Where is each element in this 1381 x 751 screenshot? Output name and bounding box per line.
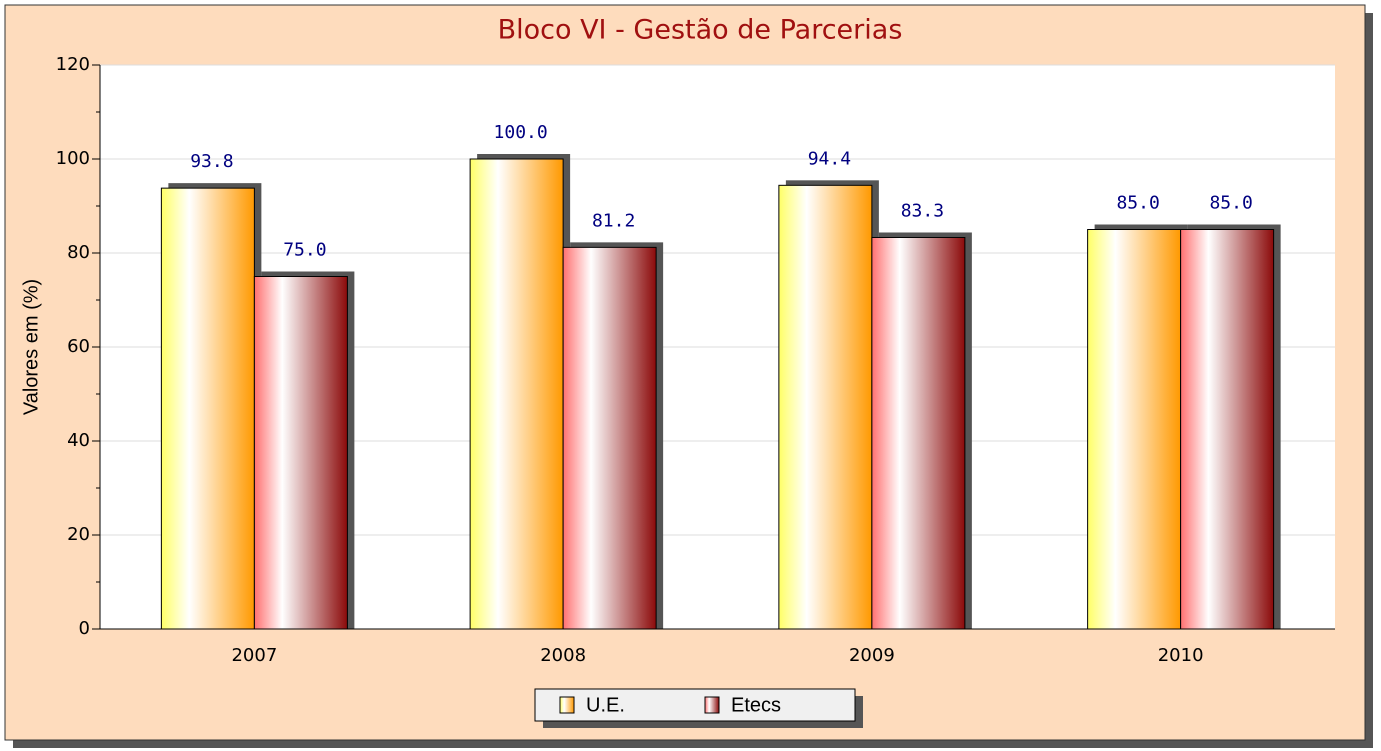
bar [778,184,873,630]
x-tick-label: 2009 [849,645,895,666]
bar [160,187,255,630]
value-label: 81.2 [592,210,635,231]
legend [534,688,856,722]
bar [1087,229,1182,630]
x-tick-label: 2010 [1158,645,1204,666]
value-label: 75.0 [283,240,326,261]
x-tick-label: 2008 [540,645,586,666]
bar [1180,229,1275,630]
value-label: 83.3 [901,200,944,221]
value-label: 85.0 [1209,193,1252,214]
chart-title: Bloco VI - Gestão de Parcerias [498,15,903,46]
value-label: 93.8 [190,151,233,172]
legend-label: U.E. [586,694,625,716]
value-label: 100.0 [494,122,548,143]
value-label: 85.0 [1116,193,1159,214]
y-tick-label: 0 [79,618,90,639]
y-tick-label: 80 [67,242,90,263]
y-tick-label: 60 [67,336,90,357]
value-label: 94.4 [808,148,851,169]
legend-swatch [559,696,575,714]
x-tick-label: 2007 [231,645,277,666]
bar [253,276,348,630]
legend-label: Etecs [731,694,781,716]
y-tick-label: 100 [56,148,90,169]
y-tick-label: 20 [67,524,90,545]
bar [562,246,657,630]
bar [469,158,564,630]
legend-swatch [704,696,720,714]
bar [871,236,966,630]
y-tick-label: 120 [56,54,90,75]
y-axis-label: Valores em (%) [20,279,42,415]
y-tick-label: 40 [67,430,90,451]
